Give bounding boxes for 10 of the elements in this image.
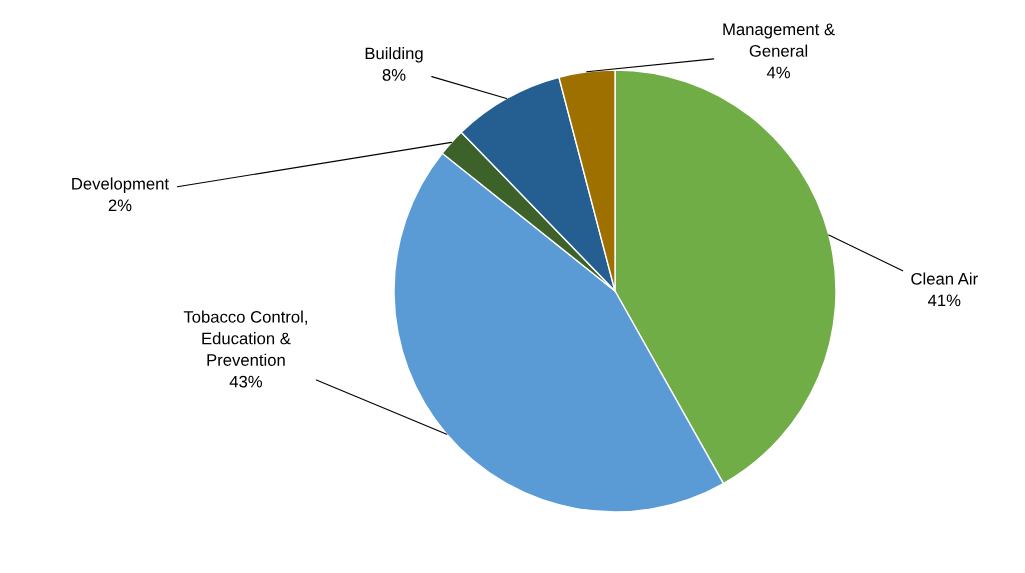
- slice-label: Management & General: [723, 23, 835, 57]
- data-label: 4%: [766, 66, 790, 79]
- data-label: 8%: [382, 69, 406, 81]
- data-label: 2%: [108, 199, 132, 212]
- slice-label: Clean Air: [911, 272, 978, 285]
- slice-label: Tobacco Control, Education & Prevention: [183, 310, 307, 366]
- data-label: 43%: [229, 375, 263, 388]
- data-label: 41%: [927, 294, 961, 307]
- slice-label: Development: [72, 177, 169, 193]
- slice-label: Building: [365, 47, 423, 63]
